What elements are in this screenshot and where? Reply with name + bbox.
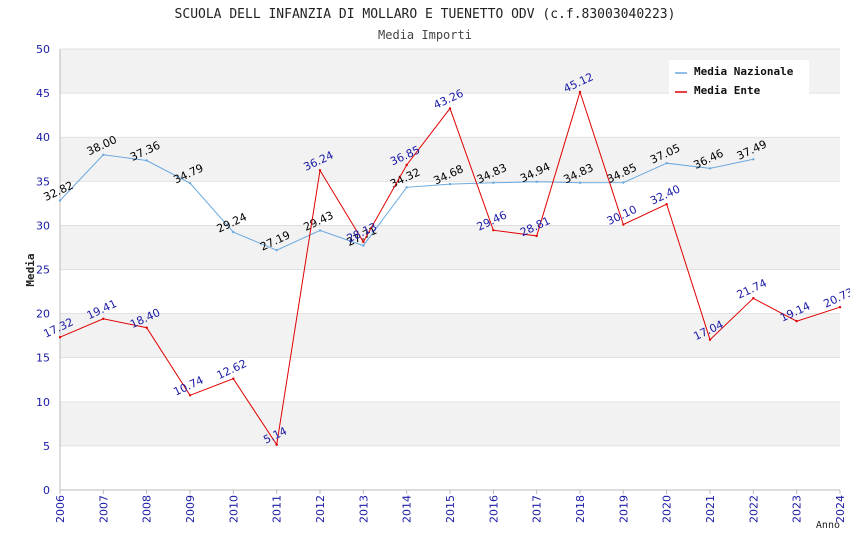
x-tick-label: 2017 bbox=[531, 495, 544, 523]
legend: Media Nazionale Media Ente bbox=[669, 60, 809, 98]
data-point bbox=[448, 182, 452, 186]
x-tick-label: 2016 bbox=[487, 495, 500, 523]
grid-band bbox=[60, 137, 840, 182]
grid-band bbox=[60, 313, 840, 358]
data-label: 32.40 bbox=[648, 183, 682, 208]
data-point bbox=[318, 229, 322, 232]
data-point bbox=[535, 234, 538, 238]
data-point bbox=[232, 377, 235, 380]
plot-area: 0 5 10 15 20 25 30 35 40 45 50 2006 2007 2008 2009 2010… bbox=[36, 43, 850, 523]
data-point bbox=[318, 169, 322, 172]
x-tick-label: 2019 bbox=[617, 495, 630, 523]
x-tick-label: 2022 bbox=[747, 495, 760, 523]
y-tick-label: 40 bbox=[36, 131, 50, 144]
data-point bbox=[795, 319, 798, 323]
data-point bbox=[145, 159, 148, 162]
data-point bbox=[665, 162, 668, 165]
y-tick-label: 30 bbox=[36, 219, 50, 232]
data-label: 12.62 bbox=[215, 357, 249, 382]
data-point bbox=[492, 181, 495, 184]
data-point bbox=[188, 181, 192, 185]
y-tick-label: 15 bbox=[36, 352, 50, 365]
data-point bbox=[752, 297, 755, 300]
x-tick-label: 2024 bbox=[834, 495, 847, 523]
legend-label-nazionale: Media Nazionale bbox=[694, 65, 794, 78]
chart-title: SCUOLA DELL INFANZIA DI MOLLARO E TUENET… bbox=[175, 7, 676, 22]
x-tick-label: 2015 bbox=[444, 495, 457, 523]
y-tick-label: 25 bbox=[36, 264, 50, 277]
data-point bbox=[102, 317, 105, 321]
data-label: 20.73 bbox=[821, 285, 850, 310]
data-point bbox=[578, 181, 582, 184]
x-tick-label: 2006 bbox=[54, 495, 67, 523]
y-tick-label: 5 bbox=[43, 440, 50, 453]
x-tick-label: 2008 bbox=[141, 495, 154, 523]
data-point bbox=[492, 228, 495, 232]
data-point bbox=[622, 223, 625, 226]
data-point bbox=[145, 326, 148, 329]
x-tick-label: 2011 bbox=[271, 495, 284, 523]
y-tick-label: 35 bbox=[36, 175, 50, 188]
data-point bbox=[838, 305, 842, 309]
x-tick-label: 2007 bbox=[97, 495, 110, 523]
data-point bbox=[752, 158, 755, 161]
grid-band bbox=[60, 225, 840, 270]
data-point bbox=[535, 180, 538, 184]
x-tick-label: 2013 bbox=[357, 495, 370, 523]
data-point bbox=[708, 338, 712, 341]
x-tick-label: 2010 bbox=[227, 495, 240, 523]
data-point bbox=[232, 230, 235, 234]
y-tick-label: 0 bbox=[43, 484, 50, 497]
data-point bbox=[102, 153, 105, 157]
chart-subtitle: Media Importi bbox=[378, 28, 472, 42]
grid-band bbox=[60, 401, 840, 446]
legend-label-ente: Media Ente bbox=[694, 84, 761, 97]
x-tick-label: 2012 bbox=[314, 495, 327, 523]
data-point bbox=[405, 186, 408, 189]
data-point bbox=[275, 443, 278, 446]
data-point bbox=[362, 244, 365, 247]
x-tick-label: 2021 bbox=[704, 495, 717, 523]
data-point bbox=[405, 163, 408, 167]
data-label: 21.74 bbox=[735, 277, 769, 302]
x-tick-label: 2014 bbox=[401, 495, 414, 523]
x-tick-label: 2009 bbox=[184, 495, 197, 523]
y-tick-label: 45 bbox=[36, 87, 50, 100]
y-tick-label: 10 bbox=[36, 396, 50, 409]
data-point bbox=[708, 167, 712, 170]
x-axis-label: Anno bbox=[816, 520, 840, 531]
data-point bbox=[188, 394, 192, 397]
data-label: 10.74 bbox=[171, 374, 205, 399]
data-point bbox=[362, 240, 365, 244]
x-tick-label: 2023 bbox=[791, 495, 804, 523]
data-point bbox=[448, 107, 452, 110]
data-point bbox=[58, 336, 62, 339]
data-point bbox=[58, 199, 62, 202]
y-tick-label: 50 bbox=[36, 43, 50, 56]
data-point bbox=[275, 248, 278, 252]
x-tick-label: 2020 bbox=[661, 495, 674, 523]
y-axis-label: Media bbox=[24, 253, 37, 286]
data-point bbox=[665, 203, 668, 206]
data-label: 30.10 bbox=[605, 203, 639, 228]
legend-box bbox=[669, 60, 809, 98]
data-point bbox=[622, 181, 625, 184]
y-tick-label: 20 bbox=[36, 308, 50, 321]
x-tick-label: 2018 bbox=[574, 495, 587, 523]
data-point bbox=[578, 90, 582, 94]
